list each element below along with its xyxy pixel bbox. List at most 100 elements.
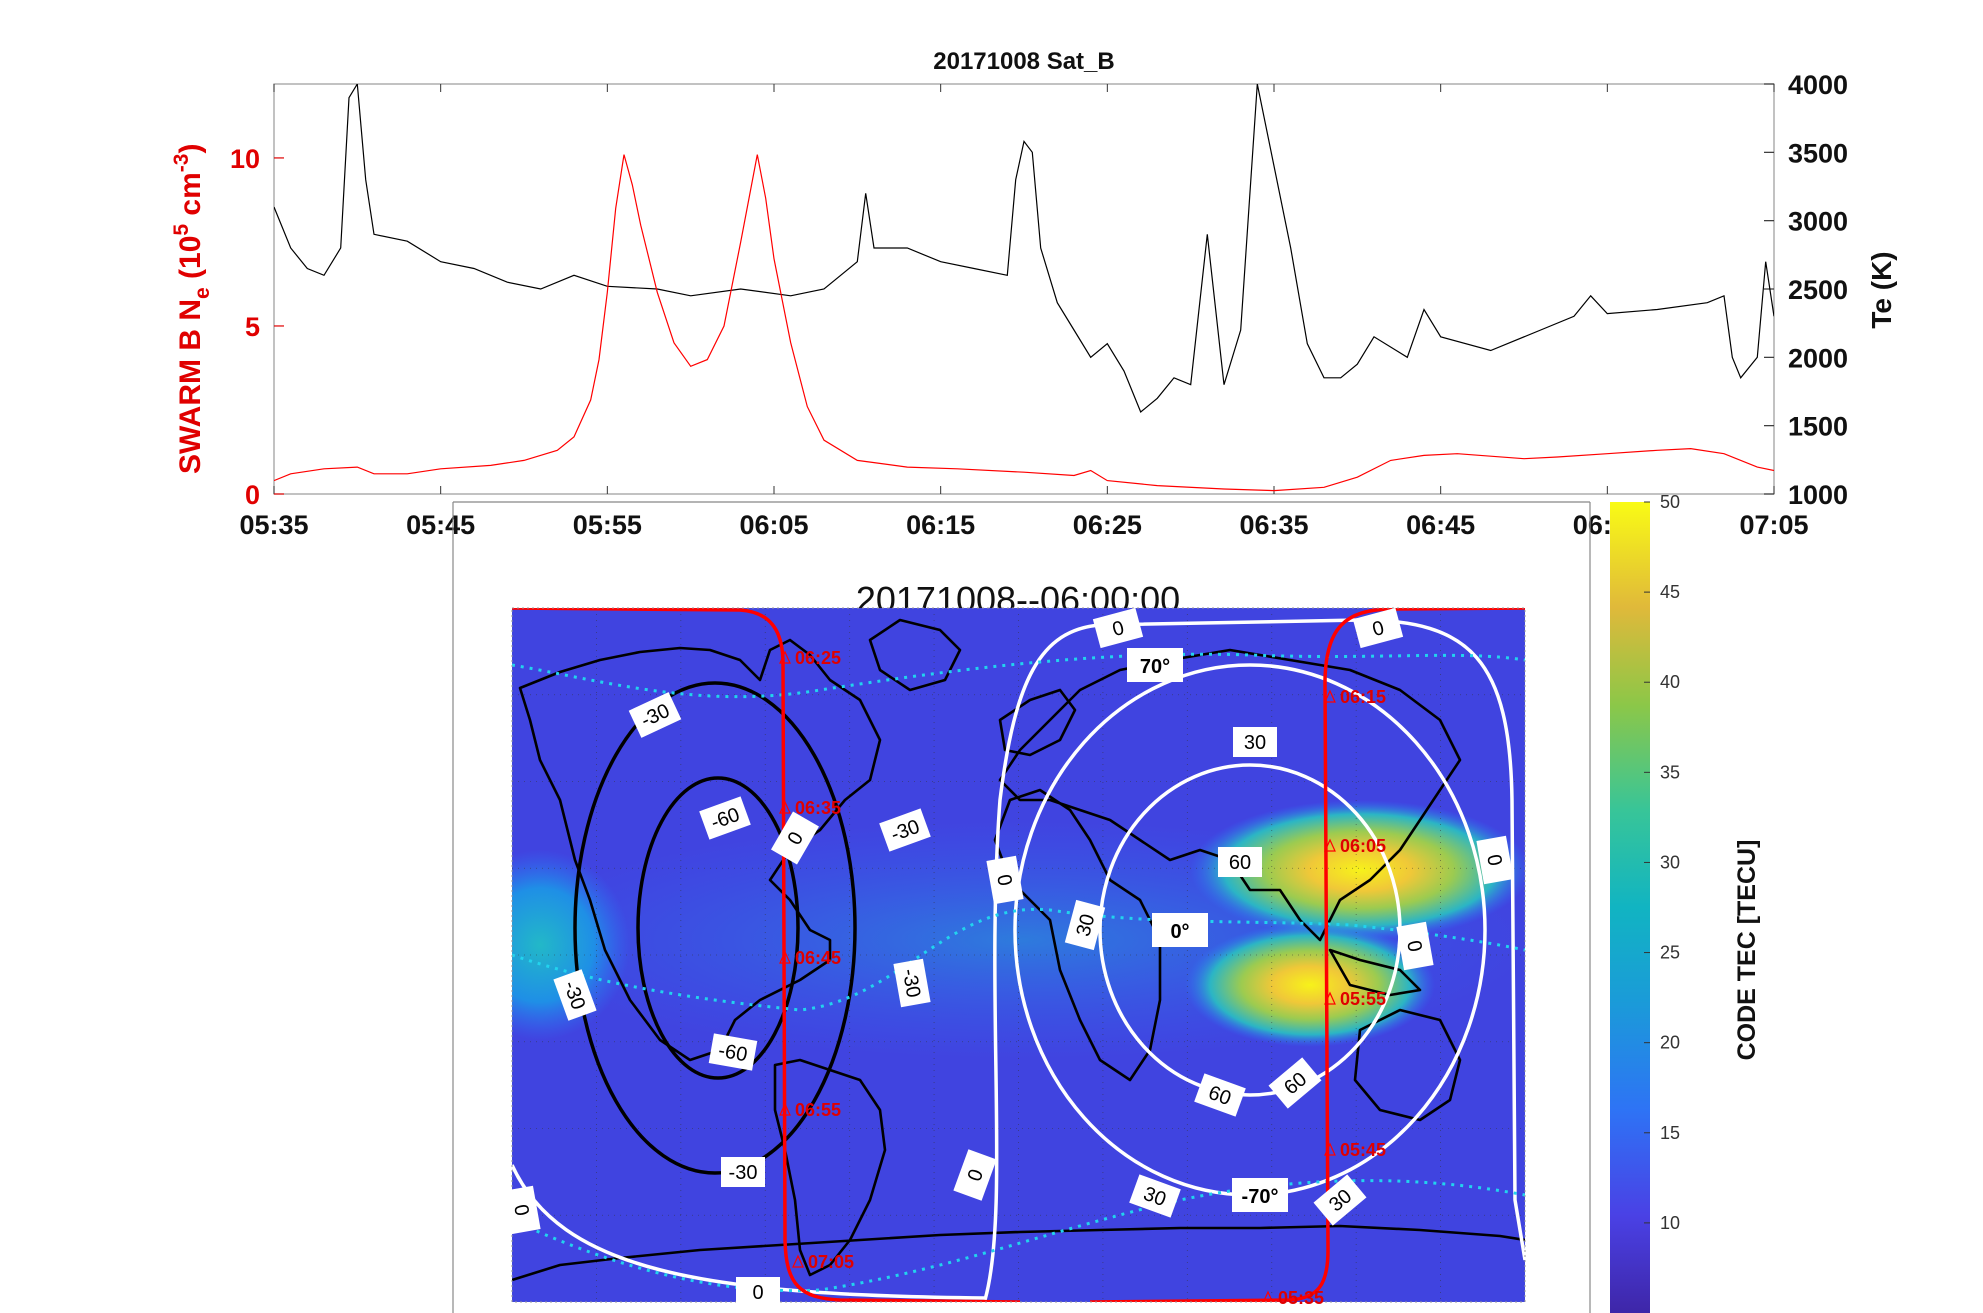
contour-label: 60 [1218,847,1262,877]
right-tick-label: 2500 [1788,275,1848,305]
contour-label-box [893,958,931,1008]
contour-label-text: 0 [752,1282,763,1304]
satellite-time-label: 06:25 [795,648,841,668]
satellite-time-label: 06:35 [795,798,841,818]
satellite-tracks [512,608,1525,1302]
contour-label-text: 0 [1110,617,1126,641]
contour-label-text: 0 [1370,617,1386,641]
contour-label-box [699,796,751,840]
contour-label-box [503,1185,541,1235]
contour-label: -30 [893,958,931,1008]
contour-label: 0 [953,1149,997,1201]
maglat-label: 70° [1127,648,1183,682]
contour-label-box [1092,607,1144,649]
x-tick-label: 06:35 [1239,510,1308,540]
left-tick-label: 5 [245,312,260,342]
map-figure-frame [452,501,1591,1313]
satellite-time-label: 05:55 [1340,989,1386,1009]
satellite-time-marker [779,950,791,964]
satellite-track-markers [779,650,1336,1302]
right-tick-label: 1500 [1788,412,1848,442]
right-tick-label: 1000 [1788,480,1848,510]
contour-label-text: 0 [992,873,1016,888]
top-plot-frame [273,83,1775,495]
x-tick-label: 05:35 [239,510,308,540]
maglat-label: 0° [1152,913,1208,947]
contour-label: -30 [628,692,682,738]
satellite-time-label: 06:05 [1340,836,1386,856]
maglat-label-box [1232,1178,1288,1212]
satellite-track-east [1089,608,1525,1302]
te-series-line [274,84,1774,413]
satellite-time-marker [1324,838,1336,852]
satellite-time-label: 06:55 [795,1100,841,1120]
satellite-time-marker [1324,689,1336,703]
contour-label-text: 0 [1402,939,1426,954]
contour-label-box [1352,607,1404,649]
maglat-label-box [1152,913,1208,947]
coastlines [512,618,1525,1282]
contour-label-box [1233,727,1277,757]
colorbar-ticks: 10 15 20 25 30 35 40 45 50 [1644,492,1680,1233]
top-panel: 20171008 Sat_B 05:35 05:45 05:55 06:05 06:15… [170,48,1897,540]
contour-label: 30 [1233,727,1277,757]
x-tick-label: 06:05 [739,510,808,540]
contour-label: -30 [721,1157,765,1187]
colorbar-tick-label: 10 [1660,1213,1680,1233]
contour-label-box [986,855,1024,905]
map-frame [511,607,1526,1303]
magnetic-latitude-lines [512,652,1525,1293]
x-tick-label: 06:15 [906,510,975,540]
colorbar-tick-label: 15 [1660,1123,1680,1143]
contour-zero [512,618,1525,1301]
contour-label: 0 [771,811,819,865]
right-tick-label: 2000 [1788,343,1848,373]
contour-label: 30 [1129,1174,1181,1218]
contour-label: -60 [699,796,751,840]
contour-label-box [628,692,682,738]
contour-label-box [1064,899,1106,951]
contour-label: 60 [1194,1073,1246,1117]
contour-label: 0 [1476,835,1514,885]
satellite-track-west [512,608,1021,1302]
contour-label-box [721,1157,765,1187]
contour-label: -30 [879,808,931,852]
satellite-time-label: 05:35 [1278,1288,1324,1308]
satellite-time-marker [779,800,791,814]
colorbar: 10 15 20 25 30 35 40 45 50 CODE TEC [TECU] [1610,492,1761,1313]
colorbar-tick-label: 35 [1660,762,1680,782]
maglat-label-text: 70° [1140,656,1170,678]
contour-label-box [1129,1174,1181,1218]
contour-label: 0 [986,855,1024,905]
left-tick-label: 10 [230,144,260,174]
contour-label: 0 [736,1277,780,1307]
ne-series-line [274,154,1774,492]
satellite-time-label: 06:15 [1340,687,1386,707]
contour-label-box [1396,921,1434,971]
contour-label-box [953,1149,997,1201]
colorbar-tick-label: 45 [1660,582,1680,602]
x-tick-label: 06:45 [1406,510,1475,540]
contour-label-box [1218,847,1262,877]
contour-label-box [736,1277,780,1307]
colorbar-tick-label: 20 [1660,1033,1680,1053]
contour-label-box [771,811,819,865]
satellite-time-marker [779,650,791,664]
colorbar-tick-label: 40 [1660,672,1680,692]
maglat-label-text: -70° [1242,1186,1279,1208]
contour-label-box [553,969,597,1021]
contour-label: -30 [553,969,597,1021]
contour-label: 30 [1064,899,1106,951]
contour-label-box [1194,1073,1246,1117]
contour-label-box [1313,1174,1367,1226]
tec-west-enhancement [512,850,630,1040]
contour-label-box [879,808,931,852]
maglat-label-box [1127,648,1183,682]
contour-label-text: -30 [898,967,925,999]
contour-label-box [1268,1057,1322,1109]
satellite-time-labels: 06:25 06:35 06:45 06:55 07:05 06:15 06:05 05:55… [795,648,1386,1308]
right-tick-label: 3000 [1788,207,1848,237]
top-left-y-axis: 0 5 10 [230,144,284,510]
